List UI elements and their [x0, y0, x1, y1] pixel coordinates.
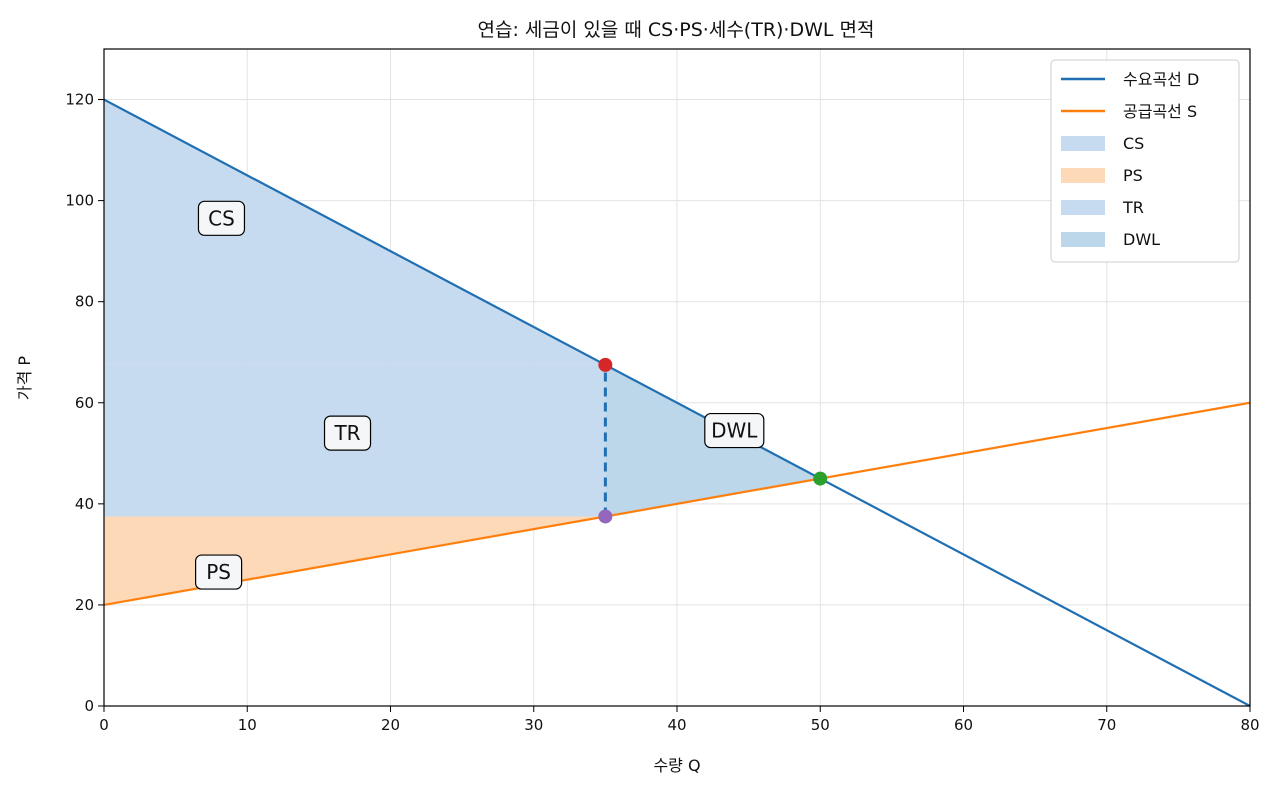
x-tick-label: 0 — [99, 716, 109, 734]
x-tick-label: 10 — [238, 716, 257, 734]
region-labels: CS TR DWL PS — [195, 200, 765, 590]
legend-label: CS — [1123, 134, 1144, 153]
y-tick-label: 100 — [65, 192, 94, 210]
region-label-tr: TR — [323, 415, 372, 451]
equilibrium-point — [813, 471, 828, 486]
x-tick-label: 20 — [381, 716, 400, 734]
legend-entry: DWL — [1061, 230, 1160, 249]
y-tick-label: 0 — [84, 697, 94, 715]
seller-price-point — [598, 509, 613, 524]
legend-label: TR — [1122, 198, 1144, 217]
chart-title: 연습: 세금이 있을 때 CS·PS·세수(TR)·DWL 면적 — [478, 19, 875, 41]
legend-label: 수요곡선 D — [1123, 70, 1199, 89]
legend-entry: CS — [1061, 134, 1144, 153]
legend: 수요곡선 D 공급곡선 S CS PS TR DWL — [1050, 59, 1240, 263]
region-label-ps: PS — [195, 554, 243, 590]
x-tick-label: 70 — [1097, 716, 1116, 734]
x-tick-label: 50 — [811, 716, 830, 734]
shaded-areas — [104, 99, 821, 605]
legend-entry: 수요곡선 D — [1061, 70, 1199, 89]
buyer-price-point — [598, 357, 613, 372]
y-tick-label: 20 — [75, 596, 94, 614]
region-label-box — [704, 412, 765, 449]
supply-curve-line — [103, 401, 1251, 607]
y-tick-label: 60 — [75, 394, 94, 412]
region-label-box — [323, 415, 372, 451]
legend-label: 공급곡선 S — [1123, 102, 1197, 121]
x-tick-label: 40 — [667, 716, 686, 734]
region-label-text: TR — [333, 421, 360, 445]
region-label-text: DWL — [711, 419, 758, 443]
x-tick-label: 30 — [524, 716, 543, 734]
region-label-text: CS — [208, 206, 235, 230]
demand-curve-line — [103, 98, 1251, 707]
region-label-text: PS — [206, 560, 231, 584]
legend-patch-swatch — [1061, 168, 1105, 183]
region-label-box — [197, 200, 246, 236]
marked-points — [598, 357, 828, 524]
legend-label: PS — [1123, 166, 1143, 185]
x-tick-label: 80 — [1240, 716, 1259, 734]
region-label-dwl: DWL — [704, 412, 765, 449]
legend-entry: 공급곡선 S — [1061, 102, 1197, 121]
legend-entry: PS — [1061, 166, 1143, 185]
x-tick-label: 60 — [954, 716, 973, 734]
region-label-cs: CS — [197, 200, 246, 236]
legend-label: DWL — [1123, 230, 1160, 249]
legend-entry: TR — [1061, 198, 1144, 217]
y-tick-label: 40 — [75, 495, 94, 513]
x-axis-label: 수량 Q — [653, 756, 700, 775]
axis-ticks: 0 10 20 30 40 50 60 70 80 0 20 40 60 80 100 120 — [65, 91, 1259, 734]
y-tick-label: 80 — [75, 293, 94, 311]
y-axis-label: 가격 P — [15, 356, 34, 401]
y-tick-label: 120 — [65, 91, 94, 109]
legend-patch-swatch — [1061, 136, 1105, 151]
curve-lines — [103, 98, 1251, 707]
region-label-box — [195, 554, 243, 590]
legend-patch-swatch — [1061, 200, 1105, 215]
legend-patch-swatch — [1061, 232, 1105, 247]
